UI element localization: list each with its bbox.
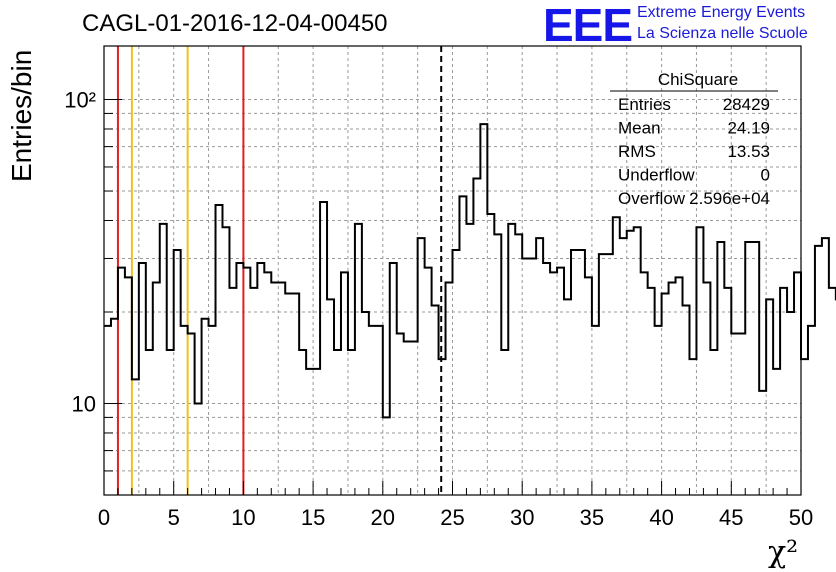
stats-label: Underflow bbox=[618, 166, 695, 185]
x-tick-label: 35 bbox=[580, 505, 604, 530]
x-tick-label: 30 bbox=[510, 505, 534, 530]
axis-ticks bbox=[103, 99, 802, 496]
stats-value: 24.19 bbox=[727, 119, 770, 138]
x-tick-label: 0 bbox=[98, 505, 110, 530]
stats-value: 13.53 bbox=[727, 142, 770, 161]
histogram-series bbox=[104, 123, 836, 419]
histogram-line bbox=[104, 123, 836, 419]
stats-box: ChiSquare Entries 28429 Mean 24.19 RMS 13.53 Un… bbox=[610, 70, 778, 208]
x-tick-label: 25 bbox=[440, 505, 464, 530]
stats-value: 28429 bbox=[723, 95, 770, 114]
stats-title: ChiSquare bbox=[658, 70, 738, 89]
stats-label: Entries bbox=[618, 95, 671, 114]
x-tick-label: 45 bbox=[719, 505, 743, 530]
plot-title: CAGL-01-2016-12-04-00450 bbox=[82, 10, 388, 37]
logo-subtitle-line2: La Scienza nelle Scuole bbox=[637, 25, 808, 42]
x-tick-label: 15 bbox=[301, 505, 325, 530]
eee-logo: EEE bbox=[543, 0, 633, 51]
x-tick-label: 50 bbox=[789, 505, 813, 530]
x-axis-label: χ² bbox=[768, 535, 799, 570]
stats-label: Mean bbox=[618, 119, 661, 138]
stats-value: 0 bbox=[761, 166, 770, 185]
x-tick-label: 20 bbox=[371, 505, 395, 530]
stats-label: Overflow bbox=[618, 189, 686, 208]
x-tick-label: 40 bbox=[649, 505, 673, 530]
y-tick-label: 10² bbox=[64, 88, 96, 113]
y-tick-label: 10 bbox=[72, 391, 96, 416]
x-tick-label: 5 bbox=[168, 505, 180, 530]
stats-label: RMS bbox=[618, 142, 656, 161]
tick-labels: 0 5 10 15 20 25 30 35 40 45 50 10 10² bbox=[64, 88, 813, 530]
stats-value: 2.596e+04 bbox=[689, 189, 770, 208]
x-tick-label: 10 bbox=[231, 505, 255, 530]
logo-subtitle-line1: Extreme Energy Events bbox=[637, 4, 806, 21]
